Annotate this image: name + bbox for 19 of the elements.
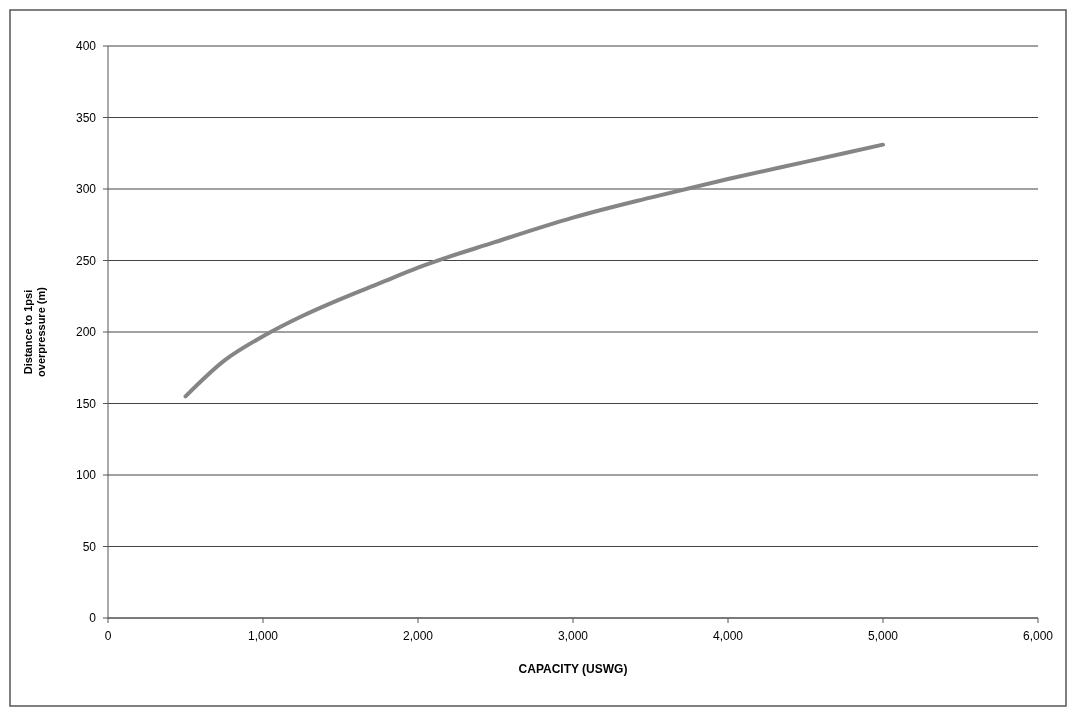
y-axis-title: Distance to 1psi overpressure (m): [21, 286, 47, 377]
y-tick-label: 350: [75, 110, 97, 125]
x-tick-label: 6,000: [1022, 629, 1054, 643]
y-tick-label: 300: [75, 182, 97, 196]
y-tick-label: 400: [75, 39, 97, 53]
x-tick-label: 3,000: [557, 629, 589, 643]
y-tick-label: 0: [89, 611, 97, 625]
x-axis-title: CAPACITY (USWG): [518, 662, 628, 676]
x-tick-label: 1,000: [247, 629, 279, 643]
x-tick-label: 2,000: [402, 629, 434, 643]
x-tick-label: 5,000: [867, 629, 899, 643]
y-tick-label: 150: [75, 396, 97, 411]
x-tick-label: 0: [104, 629, 112, 643]
y-tick-label: 200: [75, 325, 97, 339]
x-tick-label: 4,000: [712, 629, 744, 643]
y-tick-label: 100: [75, 468, 97, 482]
y-tick-label: 250: [75, 253, 97, 268]
y-tick-label: 50: [82, 539, 97, 554]
line-series: [183, 142, 885, 399]
